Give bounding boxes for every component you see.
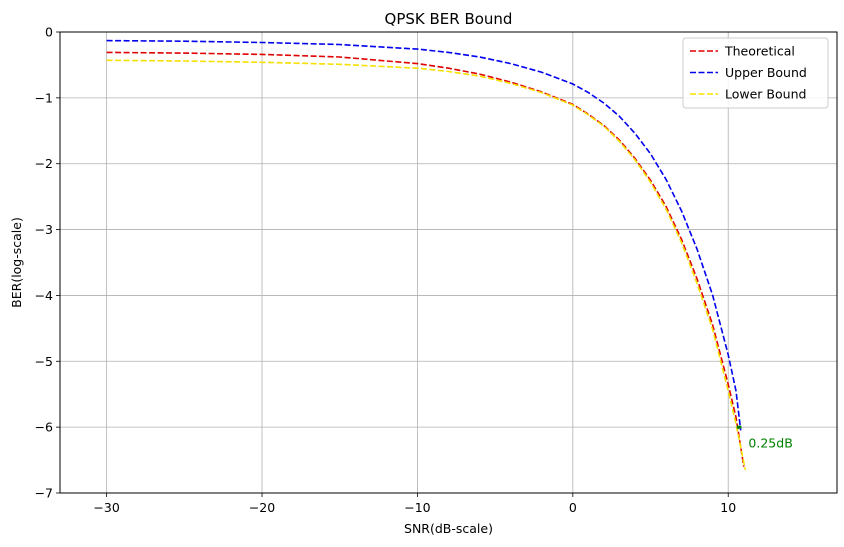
y-tick-label: −5 bbox=[35, 354, 53, 369]
x-tick-label: −20 bbox=[249, 500, 275, 515]
x-tick-label: −10 bbox=[404, 500, 430, 515]
axis-ticks: −30 −20 −10 0 10 0 −1 −2 −3 −4 −5 −6 −7 bbox=[35, 25, 737, 516]
y-tick-label: −7 bbox=[35, 486, 53, 501]
y-tick-label: −6 bbox=[35, 420, 53, 435]
y-tick-label: −3 bbox=[35, 222, 53, 237]
plot-frame bbox=[59, 31, 838, 494]
chart-title: QPSK BER Bound bbox=[385, 10, 513, 28]
series-lines bbox=[106, 39, 747, 471]
annotation-group: 0.25dB bbox=[736, 425, 793, 451]
annotation-label: 0.25dB bbox=[748, 436, 792, 451]
y-tick-label: −4 bbox=[35, 288, 53, 303]
y-tick-label: 0 bbox=[45, 25, 53, 40]
legend-box bbox=[682, 37, 829, 109]
legend-label-1: Upper Bound bbox=[725, 65, 807, 80]
legend-label-0: Theoretical bbox=[724, 44, 795, 59]
x-tick-label: −30 bbox=[93, 500, 119, 515]
y-axis-title: BER(log-scale) bbox=[9, 217, 24, 308]
x-tick-label: 10 bbox=[720, 500, 736, 515]
series-line-1 bbox=[106, 39, 742, 431]
x-tick-label: 0 bbox=[569, 500, 577, 515]
y-tick-label: −2 bbox=[35, 156, 53, 171]
series-line-0 bbox=[106, 51, 745, 467]
legend: Theoretical Upper Bound Lower Bound bbox=[682, 37, 829, 109]
x-axis-title: SNR(dB-scale) bbox=[404, 521, 493, 536]
y-tick-label: −1 bbox=[35, 90, 53, 105]
legend-label-2: Lower Bound bbox=[725, 87, 806, 102]
series-line-2 bbox=[106, 59, 747, 471]
